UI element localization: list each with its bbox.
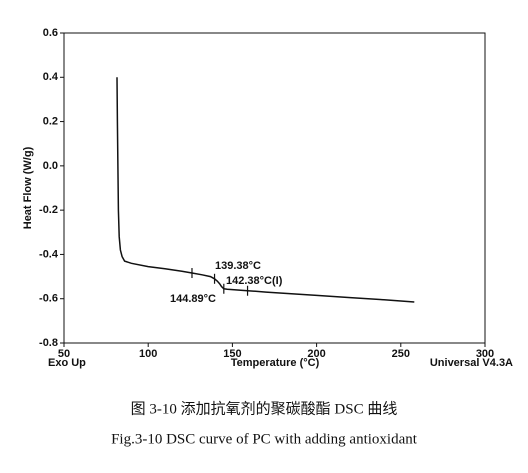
annotation: 142.38°C(I) — [226, 275, 283, 287]
y-axis-label: Heat Flow (W/g) — [22, 146, 34, 229]
x-tick-label: 150 — [223, 348, 241, 360]
annotation: 139.38°C — [215, 260, 261, 272]
y-tick-label: -0.6 — [39, 293, 58, 305]
x-tick-label: 50 — [58, 348, 70, 360]
corner-label: Exo Up — [48, 357, 86, 369]
y-tick-label: -0.2 — [39, 204, 58, 216]
y-tick-label: 0.0 — [43, 160, 58, 172]
x-tick-label: 200 — [307, 348, 325, 360]
caption: 图 3-10 添加抗氧剂的聚碳酸酯 DSC 曲线 — [131, 400, 398, 417]
y-tick-label: 0.4 — [43, 71, 59, 83]
caption: Fig.3-10 DSC curve of PC with adding ant… — [111, 431, 418, 447]
corner-label: Universal V4.3A — [430, 357, 513, 369]
annotation: 144.89°C — [170, 293, 216, 305]
y-tick-label: -0.4 — [39, 248, 59, 260]
x-tick-label: 300 — [476, 348, 494, 360]
plot-frame — [63, 32, 486, 344]
y-tick-label: -0.8 — [39, 337, 58, 349]
x-tick-label: 100 — [139, 348, 157, 360]
curve — [116, 77, 415, 303]
y-tick-label: 0.6 — [43, 27, 58, 39]
x-tick-label: 250 — [392, 348, 410, 360]
y-tick-label: 0.2 — [43, 115, 58, 127]
x-axis-label: Temperature (°C) — [231, 357, 320, 369]
